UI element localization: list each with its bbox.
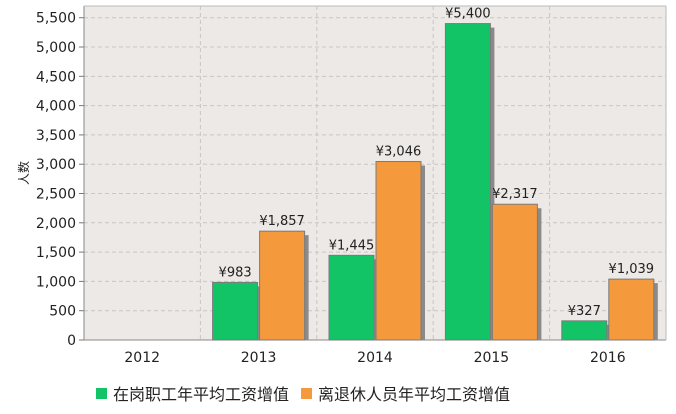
y-tick-label: 4,000 — [36, 99, 76, 115]
y-tick-label: 3,000 — [36, 157, 76, 173]
data-label: ¥1,857 — [259, 214, 305, 229]
data-label: ¥3,046 — [376, 145, 422, 160]
bar-1-2015 — [445, 24, 490, 340]
data-label: ¥1,445 — [329, 238, 375, 253]
y-tick-label: 1,000 — [36, 274, 76, 290]
bar-1-2016 — [562, 321, 607, 340]
legend-label-series-1: 在岗职工年平均工资增值 — [113, 381, 289, 405]
data-label: ¥5,400 — [445, 7, 491, 22]
x-tick-label: 2016 — [590, 350, 626, 366]
data-label: ¥2,317 — [492, 187, 538, 202]
y-tick-label: 2,000 — [36, 216, 76, 232]
x-tick-label: 2012 — [124, 350, 160, 366]
y-tick-label: 500 — [49, 304, 76, 320]
legend-label-series-2: 离退休人员年平均工资增值 — [318, 381, 510, 405]
legend-swatch-series-2 — [301, 388, 312, 399]
y-tick-label: 4,500 — [36, 69, 76, 85]
bar-2-2015 — [492, 204, 537, 340]
legend: 在岗职工年平均工资增值 离退休人员年平均工资增值 — [96, 382, 522, 404]
bar-2-2016 — [609, 279, 654, 340]
legend-item-series-2: 离退休人员年平均工资增值 — [301, 381, 510, 405]
data-label: ¥1,039 — [609, 262, 655, 277]
data-label: ¥983 — [219, 265, 252, 280]
bar-1-2014 — [329, 255, 374, 340]
y-tick-label: 5,500 — [36, 11, 76, 27]
x-tick-label: 2015 — [474, 350, 510, 366]
y-tick-label: 0 — [67, 333, 76, 349]
bar-1-2013 — [213, 282, 258, 340]
y-tick-label: 1,500 — [36, 245, 76, 261]
bar-2-2014 — [376, 162, 421, 340]
y-tick-label: 2,500 — [36, 187, 76, 203]
y-tick-label: 5,000 — [36, 40, 76, 56]
y-tick-label: 3,500 — [36, 128, 76, 144]
bar-2-2013 — [260, 231, 305, 340]
legend-item-series-1: 在岗职工年平均工资增值 — [96, 381, 289, 405]
data-label: ¥327 — [568, 304, 601, 319]
x-tick-label: 2013 — [241, 350, 277, 366]
x-tick-label: 2014 — [357, 350, 393, 366]
legend-swatch-series-1 — [96, 388, 107, 399]
y-axis-title: 人数 — [16, 161, 31, 185]
